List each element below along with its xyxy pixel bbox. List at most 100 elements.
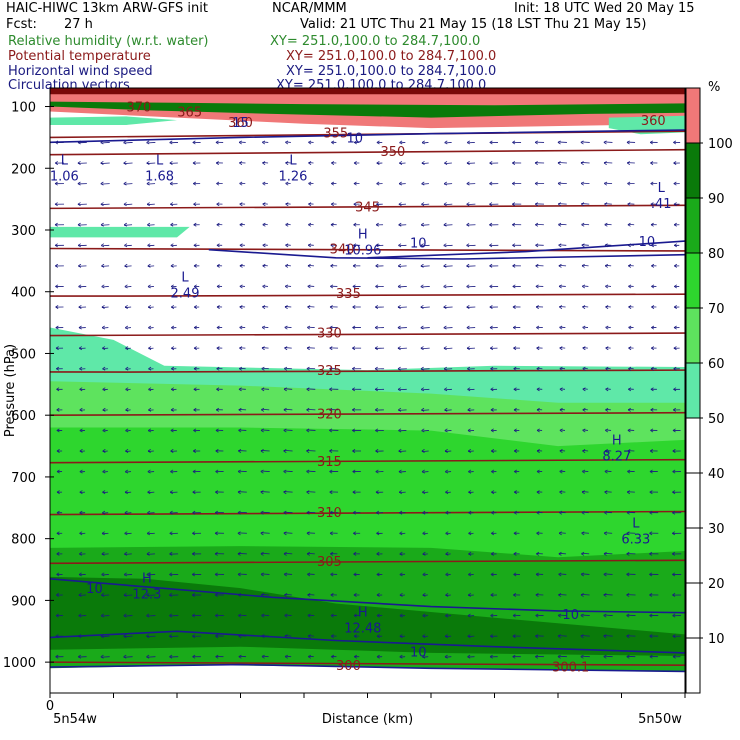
- circulation-vector-head: [421, 407, 425, 412]
- circulation-vector-head: [399, 531, 403, 536]
- circulation-vector-head: [559, 490, 563, 495]
- circulation-vector-head: [79, 490, 83, 495]
- circulation-vector-head: [397, 305, 401, 309]
- circulation-vector-head: [580, 181, 584, 186]
- circulation-vector-head: [283, 490, 287, 495]
- circulation-vector-head: [673, 140, 677, 145]
- circulation-vector-head: [398, 469, 402, 474]
- circulation-vector-head: [308, 202, 312, 207]
- circulation-vector-head: [77, 654, 82, 659]
- circulation-vector-head: [422, 572, 426, 577]
- circulation-vector-head: [651, 305, 655, 309]
- y-tick-label: 100: [11, 101, 36, 116]
- wind-extremum-value: 2.49: [171, 287, 200, 302]
- circulation-vector-head: [102, 510, 106, 515]
- circulation-vector-head: [123, 161, 127, 165]
- header-model: HAIC-HIWC 13km ARW-GFS init: [6, 1, 208, 16]
- wind-extremum-value: 12.48: [344, 621, 381, 636]
- circulation-vector-head: [214, 551, 218, 556]
- circulation-vector-head: [375, 222, 379, 227]
- circulation-vector-head: [307, 634, 311, 639]
- wind-contour: [49, 630, 686, 654]
- circulation-vector-head: [353, 613, 357, 618]
- circulation-vector-head: [467, 593, 471, 597]
- circulation-vector-head: [604, 181, 608, 186]
- circulation-vector-head: [512, 325, 516, 330]
- theta-label: 320: [317, 407, 342, 422]
- circulation-vector-head: [353, 531, 357, 536]
- circulation-vector-head: [78, 634, 82, 639]
- circulation-vector-head: [672, 531, 676, 536]
- circulation-vector: [557, 655, 567, 658]
- circulation-vector-head: [558, 284, 562, 289]
- circulation-vector-head: [672, 469, 676, 474]
- circulation-vector-head: [445, 490, 449, 495]
- circulation-vector-head: [649, 634, 653, 639]
- circulation-vector-head: [467, 449, 471, 453]
- circulation-vector-head: [651, 284, 655, 289]
- circulation-vector-head: [260, 449, 264, 453]
- theta-contour: [49, 247, 686, 252]
- circulation-vector-head: [55, 305, 59, 309]
- circulation-vector-head: [352, 366, 356, 371]
- circulation-vector-head: [489, 202, 493, 207]
- circulation-vector-head: [237, 510, 241, 515]
- circulation-vector-head: [147, 469, 151, 474]
- circulation-vector-head: [79, 510, 83, 515]
- circulation-vector-head: [260, 531, 264, 536]
- circulation-vector-head: [398, 407, 402, 412]
- circulation-vector-head: [146, 634, 150, 639]
- circulation-vector-head: [672, 613, 676, 618]
- wind-label: 10: [410, 646, 427, 661]
- circulation-vector-head: [557, 140, 561, 145]
- circulation-vector-head: [466, 305, 470, 309]
- colorbar-tick-label: 10: [708, 632, 725, 647]
- circulation-vector-head: [79, 428, 83, 433]
- circulation-vector-head: [399, 510, 403, 515]
- circulation-vector-head: [78, 613, 82, 618]
- circulation-vector-head: [330, 263, 334, 268]
- circulation-vector-head: [376, 140, 380, 145]
- circulation-vector-head: [261, 387, 265, 392]
- circulation-vector-head: [169, 654, 173, 659]
- theta-contour: [49, 411, 686, 416]
- circulation-vector-head: [627, 407, 631, 412]
- circulation-vector-head: [54, 181, 58, 186]
- circulation-vector-head: [329, 510, 333, 515]
- circulation-vector-head: [331, 181, 335, 186]
- circulation-vector: [557, 162, 567, 164]
- circulation-vector-head: [352, 407, 356, 412]
- field-wind-xy: XY= 251.0,100.0 to 284.7,100.0: [286, 64, 497, 79]
- circulation-vector-head: [376, 634, 380, 639]
- circulation-vector-head: [193, 366, 197, 371]
- circulation-vector-head: [352, 428, 356, 433]
- circulation-vector-head: [559, 325, 563, 330]
- circulation-vector-head: [376, 551, 380, 556]
- circulation-vector-head: [171, 366, 175, 371]
- circulation-vector-head: [216, 202, 220, 207]
- circulation-vector-head: [216, 243, 220, 248]
- y-axis-label: Pressure (hPa): [3, 344, 18, 437]
- circulation-vector-head: [330, 634, 334, 639]
- circulation-vector-head: [285, 222, 289, 227]
- circulation-vector-head: [558, 613, 562, 618]
- circulation-vector-head: [285, 161, 289, 165]
- circulation-vector-head: [353, 222, 357, 227]
- circulation-vector-head: [307, 572, 311, 577]
- circulation-vector-head: [352, 284, 356, 289]
- circulation-vector-head: [672, 593, 676, 597]
- circulation-vector-head: [54, 161, 58, 165]
- colorbar-band: [686, 418, 700, 693]
- circulation-vector-head: [626, 551, 630, 556]
- circulation-vector-head: [124, 551, 128, 556]
- wind-extremum-marker: L: [658, 181, 666, 196]
- circulation-vector-head: [78, 284, 82, 289]
- circulation-vector-head: [284, 366, 288, 371]
- circulation-vector-head: [101, 531, 105, 536]
- circulation-vector-head: [306, 551, 310, 556]
- circulation-vector-head: [376, 572, 380, 577]
- circulation-vector-head: [261, 613, 265, 618]
- circulation-vector-head: [398, 222, 402, 227]
- circulation-vector-head: [100, 222, 104, 227]
- circulation-vector-head: [421, 449, 425, 453]
